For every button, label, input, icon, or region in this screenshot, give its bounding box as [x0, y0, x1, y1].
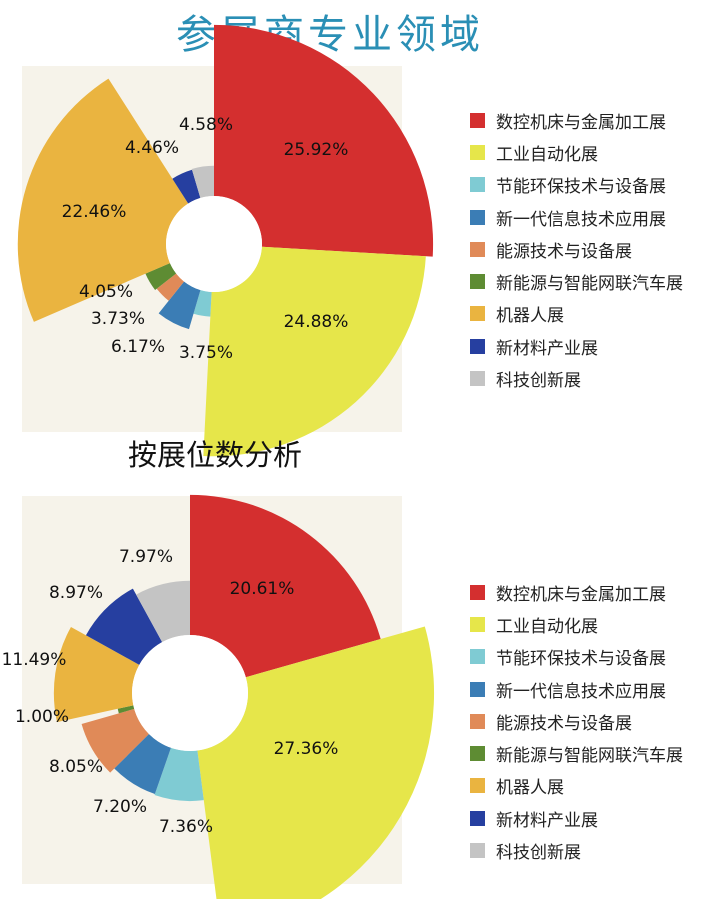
legend-label: 新能源与智能网联汽车展 [496, 274, 683, 295]
data-label: 20.61% [230, 579, 295, 599]
legend-1: 数控机床与金属加工展 工业自动化展 节能环保技术与设备展 新一代信息技术应用展 … [470, 104, 683, 395]
data-label: 7.36% [159, 817, 213, 837]
legend-item: 机器人展 [470, 770, 683, 802]
rose-slice [191, 165, 214, 198]
data-label: 22.46% [62, 202, 127, 222]
legend-item: 能源技术与设备展 [470, 705, 683, 737]
rose-slice [85, 588, 163, 665]
legend-swatch [470, 112, 485, 128]
legend-swatch [470, 843, 485, 859]
data-label: 7.97% [119, 547, 173, 567]
legend-swatch [470, 616, 485, 632]
data-label: 24.88% [284, 312, 349, 332]
legend-item: 机器人展 [470, 298, 683, 330]
rose-slice [53, 626, 140, 723]
rose-slice [17, 78, 189, 322]
rose-slice [197, 626, 435, 899]
legend-label: 科技创新展 [496, 371, 581, 392]
legend-label: 数控机床与金属加工展 [496, 584, 666, 605]
rose-slice [156, 273, 185, 301]
data-label: 3.75% [179, 343, 233, 363]
legend-label: 新材料产业展 [496, 338, 598, 359]
data-label: 6.17% [111, 337, 165, 357]
legend-swatch [470, 209, 485, 225]
rose-slice [158, 281, 201, 330]
legend-swatch [470, 778, 485, 794]
rose-slice [114, 733, 171, 795]
legend-label: 科技创新展 [496, 843, 581, 864]
legend-item: 数控机床与金属加工展 [470, 576, 683, 608]
legend-item: 节能环保技术与设备展 [470, 641, 683, 673]
rose-slice [145, 263, 177, 290]
data-label: 25.92% [284, 140, 349, 160]
legend-item: 新一代信息技术应用展 [470, 673, 683, 705]
legend-swatch [470, 241, 485, 257]
rose-slice [193, 290, 212, 317]
legend-item: 工业自动化展 [470, 136, 683, 168]
rose-slice [117, 705, 135, 714]
legend-item: 新能源与智能网联汽车展 [470, 265, 683, 297]
legend-swatch [470, 681, 485, 697]
legend-label: 节能环保技术与设备展 [496, 649, 666, 670]
data-label: 7.20% [93, 797, 147, 817]
donut-hole [132, 635, 248, 751]
legend-item: 科技创新展 [470, 362, 683, 394]
legend-label: 工业自动化展 [496, 144, 598, 165]
legend-label: 节能环保技术与设备展 [496, 177, 666, 198]
legend-label: 工业自动化展 [496, 616, 598, 637]
data-label: 8.97% [49, 583, 103, 603]
legend-item: 新材料产业展 [470, 802, 683, 834]
legend-swatch [470, 306, 485, 322]
legend-label: 新一代信息技术应用展 [496, 209, 666, 230]
legend-label: 能源技术与设备展 [496, 713, 632, 734]
rose-slice [190, 494, 381, 678]
donut-hole [166, 196, 262, 292]
legend-item: 新材料产业展 [470, 330, 683, 362]
rose-slice [81, 708, 149, 773]
legend-swatch [470, 584, 485, 600]
legend-item: 新能源与智能网联汽车展 [470, 737, 683, 769]
legend-item: 工业自动化展 [470, 608, 683, 640]
data-label: 8.05% [49, 757, 103, 777]
data-label: 1.00% [15, 707, 69, 727]
data-label: 3.73% [91, 309, 145, 329]
legend-item: 数控机床与金属加工展 [470, 104, 683, 136]
data-label: 11.49% [2, 650, 67, 670]
data-label: 4.58% [179, 115, 233, 135]
legend-2: 数控机床与金属加工展 工业自动化展 节能环保技术与设备展 新一代信息技术应用展 … [470, 576, 683, 867]
legend-swatch [470, 649, 485, 665]
legend-item: 新一代信息技术应用展 [470, 201, 683, 233]
rose-slice [203, 246, 426, 457]
legend-label: 机器人展 [496, 306, 564, 327]
legend-item: 能源技术与设备展 [470, 233, 683, 265]
legend-label: 数控机床与金属加工展 [496, 112, 666, 133]
rose-slice [136, 580, 190, 643]
legend-item: 节能环保技术与设备展 [470, 169, 683, 201]
chart-2-title: 按展位数分析 [127, 438, 302, 472]
data-label: 4.05% [79, 282, 133, 302]
legend-item: 科技创新展 [470, 834, 683, 866]
data-label: 4.46% [125, 138, 179, 158]
legend-swatch [470, 713, 485, 729]
rose-slice [154, 747, 204, 802]
rose-slice [214, 24, 434, 257]
legend-swatch [470, 177, 485, 193]
legend-label: 新材料产业展 [496, 810, 598, 831]
legend-swatch [470, 746, 485, 762]
legend-swatch [470, 810, 485, 826]
legend-swatch [470, 371, 485, 387]
data-label: 27.36% [274, 739, 339, 759]
legend-swatch [470, 338, 485, 354]
legend-label: 新能源与智能网联汽车展 [496, 746, 683, 767]
legend-swatch [470, 274, 485, 290]
rose-slice [172, 169, 201, 204]
legend-swatch [470, 144, 485, 160]
legend-label: 新一代信息技术应用展 [496, 681, 666, 702]
legend-label: 机器人展 [496, 778, 564, 799]
legend-label: 能源技术与设备展 [496, 241, 632, 262]
